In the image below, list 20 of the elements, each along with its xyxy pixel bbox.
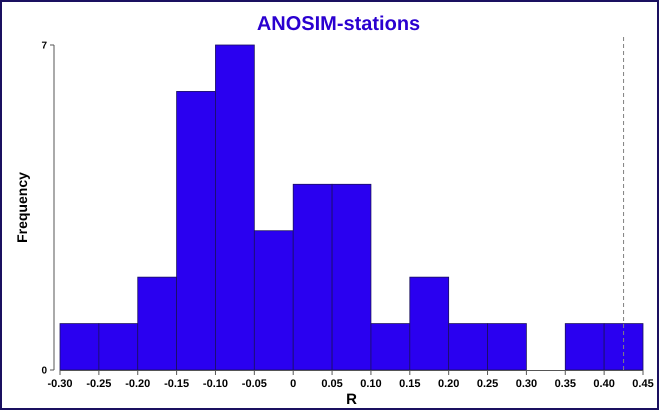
x-tick-label: -0.30 bbox=[47, 378, 73, 390]
x-tick-label: -0.05 bbox=[242, 378, 267, 390]
y-tick-label: 7 bbox=[41, 40, 48, 52]
x-tick-label: 0.25 bbox=[476, 378, 498, 390]
x-tick-label: 0.30 bbox=[516, 378, 538, 390]
x-tick-label: 0.15 bbox=[399, 378, 421, 390]
x-tick-label: 0 bbox=[290, 378, 296, 390]
chart-title: ANOSIM-stations bbox=[256, 13, 420, 35]
x-tick-label: 0.35 bbox=[554, 378, 576, 390]
x-axis-title: R bbox=[346, 391, 358, 408]
y-axis-title: Frequency bbox=[14, 172, 30, 243]
x-tick-label: -0.15 bbox=[164, 378, 190, 390]
x-tick-label: -0.25 bbox=[86, 378, 112, 390]
x-tick-label: -0.10 bbox=[202, 378, 228, 390]
x-tick-label: 0.10 bbox=[360, 378, 382, 390]
x-tick-label: 0.45 bbox=[632, 378, 654, 390]
x-tick-label: -0.20 bbox=[125, 378, 150, 390]
x-tick-label: 0.20 bbox=[438, 378, 460, 390]
x-tick-label: 0.40 bbox=[593, 378, 615, 390]
x-tick-label: 0.05 bbox=[321, 378, 343, 390]
